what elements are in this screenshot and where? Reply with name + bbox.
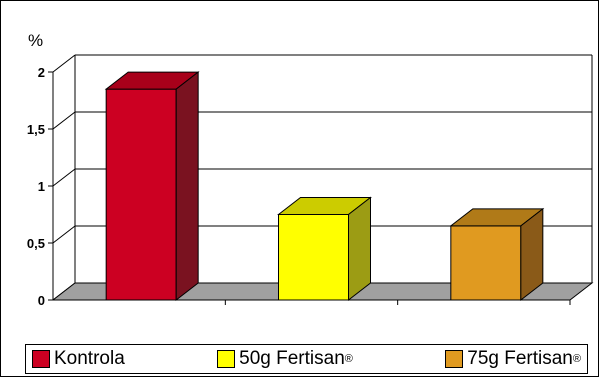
y-tick-label: 0,5 — [27, 236, 45, 251]
legend-swatch-50g-fertisan — [217, 350, 236, 368]
side-wall-gridline — [52, 168, 76, 187]
y-tick-label: 0 — [38, 293, 45, 308]
bar-kontrola-front — [105, 88, 177, 301]
bar-50g-fertisan-front — [278, 214, 349, 301]
bar-50g-fertisan-side — [348, 196, 371, 302]
legend-label-kontrola: Kontrola — [54, 348, 125, 369]
legend-label-50g-fertisan: 50g Fertisan — [239, 348, 345, 369]
side-wall-gridline — [52, 225, 76, 244]
side-wall-gridline — [52, 54, 76, 73]
legend-item-kontrola: Kontrola — [32, 348, 125, 370]
y-tick-label: 1,5 — [27, 122, 45, 137]
legend-swatch-kontrola — [32, 350, 50, 368]
bar-kontrola-side — [175, 71, 199, 302]
legend-item-50g-fertisan: 50g Fertisan ® — [217, 348, 353, 370]
y-tick-label: 2 — [38, 65, 45, 80]
bar-75g-fertisan-side — [520, 207, 544, 302]
legend-item-75g-fertisan: 75g Fertisan ® — [445, 348, 581, 370]
side-wall-gridline — [52, 111, 76, 130]
bar-75g-fertisan-front — [450, 225, 522, 301]
legend-swatch-75g-fertisan — [445, 350, 464, 368]
chart-legend: Kontrola 50g Fertisan ® 75g Fertisan ® — [25, 344, 588, 374]
legend-label-75g-fertisan: 75g Fertisan — [467, 348, 573, 369]
y-axis-unit-label: % — [28, 31, 43, 50]
y-tick-label: 1 — [38, 179, 45, 194]
